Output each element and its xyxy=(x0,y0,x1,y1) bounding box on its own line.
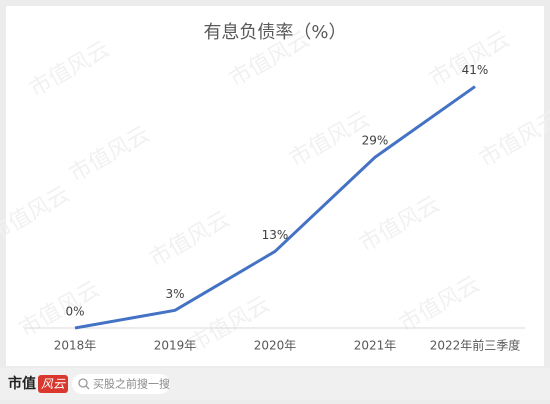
data-label: 0% xyxy=(65,305,84,319)
search-box[interactable] xyxy=(72,374,170,394)
x-tick-label: 2019年 xyxy=(154,339,197,353)
data-label: 41% xyxy=(462,63,489,77)
brand-mark-box xyxy=(38,375,68,393)
plot: 2018年 2019年 2020年 2021年 2022年前三季度 0% 3% 13% 29% 4… xyxy=(25,63,525,353)
x-tick-label: 2021年 xyxy=(354,339,397,353)
brand-mark: 风云 xyxy=(41,377,66,391)
search-placeholder: 买股之前搜一搜 xyxy=(93,377,170,391)
chart-title: 有息负债率（%） xyxy=(203,22,346,43)
data-label: 13% xyxy=(262,228,289,242)
search-icon-handle xyxy=(85,385,90,390)
data-label: 29% xyxy=(362,134,389,148)
line-series xyxy=(74,85,476,330)
x-tick-label: 2018年 xyxy=(54,339,97,353)
chart-card xyxy=(6,6,544,366)
data-label: 3% xyxy=(165,287,184,301)
brand-main: 市值 xyxy=(8,375,36,392)
x-tick-label: 2022年前三季度 xyxy=(430,338,521,353)
x-tick-label: 2020年 xyxy=(254,339,297,353)
search-icon xyxy=(78,378,88,388)
